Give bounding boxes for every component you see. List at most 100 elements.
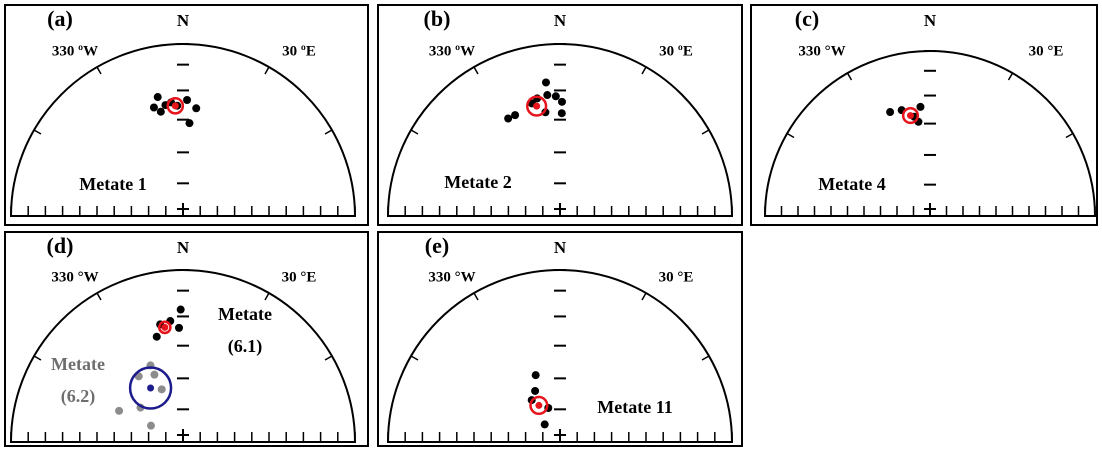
stereonet-panel: (e) N 330 °W 30 °E Metate 11 <box>377 231 743 447</box>
alpha95-circle <box>128 366 173 410</box>
site-direction <box>152 332 161 341</box>
site-direction <box>192 104 201 113</box>
panel-label: (c) <box>795 6 819 31</box>
east-label: 30 °E <box>659 269 694 285</box>
east-label: 30 ºE <box>282 43 316 59</box>
rim-tick <box>846 72 853 81</box>
series-label: Metate 2 <box>444 172 511 192</box>
alpha95-circle <box>529 395 549 416</box>
series-label: (6.1) <box>228 336 263 357</box>
net-outline <box>763 50 1097 217</box>
stereonet-panel: (d) N 330 °W 30 °E Metate (6.1) Metate (6.2) <box>4 231 369 447</box>
rim-tick <box>33 129 42 135</box>
panel-label: (d) <box>47 233 74 258</box>
west-label: 330 ºW <box>429 43 475 59</box>
net-outline <box>386 43 734 217</box>
alpha95-circle <box>157 320 172 335</box>
stereonet-panel: (b) N 330 ºW 30 ºE Metate 2 <box>377 4 743 226</box>
rim-tick <box>410 129 419 135</box>
rim-tick <box>324 355 333 361</box>
site-direction <box>916 102 925 111</box>
panel-label: (a) <box>47 6 73 31</box>
east-label: 30 ºE <box>659 43 693 59</box>
west-label: 330 °W <box>428 269 475 285</box>
rim-tick <box>473 66 479 75</box>
west-label: 330 °W <box>51 269 98 285</box>
mean-direction <box>535 401 543 409</box>
alpha95-circle <box>166 97 185 115</box>
mean-direction <box>533 102 541 110</box>
site-direction <box>557 109 566 118</box>
rim-tick <box>264 292 270 301</box>
site-direction <box>183 96 192 105</box>
mean-direction <box>161 323 169 331</box>
rim-tick <box>410 355 419 361</box>
north-label: N <box>177 11 190 30</box>
site-direction <box>511 111 520 120</box>
rim-tick <box>264 66 270 75</box>
west-label: 330 °W <box>798 43 845 59</box>
net-outline <box>9 43 357 217</box>
rim-tick <box>324 129 333 135</box>
series-label: Metate 4 <box>818 174 885 194</box>
rim-tick <box>701 355 710 361</box>
site-direction <box>149 103 158 112</box>
panel-label: (b) <box>424 6 451 31</box>
site-direction <box>531 386 540 395</box>
rim-tick <box>1007 72 1014 81</box>
stereonet-panel: (a) N 330 ºW 30 ºE Metate 1 <box>4 4 369 226</box>
stereonet-panel: (c) N 330 °W 30 °E Metate 4 <box>750 4 1098 226</box>
site-direction <box>115 406 124 415</box>
site-direction <box>543 91 552 100</box>
site-direction <box>504 114 513 123</box>
site-direction <box>153 93 162 102</box>
rim-tick <box>33 355 42 361</box>
site-direction <box>541 78 550 87</box>
panel-frame <box>4 4 369 226</box>
series-label: Metate <box>51 354 105 374</box>
site-direction <box>540 420 549 429</box>
mean-direction <box>171 102 179 110</box>
series-label: Metate 11 <box>597 397 672 417</box>
north-label: N <box>554 11 567 30</box>
east-label: 30 °E <box>282 269 317 285</box>
site-direction <box>531 371 540 380</box>
site-direction <box>176 305 185 314</box>
east-label: 30 °E <box>1029 43 1064 59</box>
rim-tick <box>641 292 647 301</box>
rim-tick <box>96 66 102 75</box>
series-label: Metate <box>218 304 272 324</box>
rim-tick <box>786 132 795 139</box>
site-direction <box>175 323 184 332</box>
site-direction <box>156 107 165 116</box>
panel-frame <box>4 231 369 447</box>
north-label: N <box>924 11 937 30</box>
rim-tick <box>701 129 710 135</box>
net-outline <box>386 269 734 443</box>
site-direction <box>185 119 194 128</box>
panel-label: (e) <box>425 233 449 258</box>
rim-tick <box>641 66 647 75</box>
rim-tick <box>96 292 102 301</box>
north-label: N <box>177 238 190 257</box>
panel-frame <box>750 4 1098 226</box>
mean-direction <box>147 384 155 392</box>
site-direction <box>150 370 159 379</box>
alpha95-circle <box>525 95 548 117</box>
site-direction <box>557 97 566 106</box>
panel-frame <box>377 4 743 226</box>
site-direction <box>157 385 166 394</box>
alpha95-circle <box>901 107 920 125</box>
site-direction <box>551 92 560 101</box>
rim-tick <box>1065 132 1074 139</box>
series-label: (6.2) <box>61 386 96 407</box>
mean-direction <box>906 112 914 120</box>
site-direction <box>146 421 155 430</box>
west-label: 330 ºW <box>52 43 98 59</box>
north-label: N <box>554 238 567 257</box>
site-direction <box>886 108 895 117</box>
series-label: Metate 1 <box>79 174 146 194</box>
rim-tick <box>473 292 479 301</box>
panel-frame <box>377 231 743 447</box>
